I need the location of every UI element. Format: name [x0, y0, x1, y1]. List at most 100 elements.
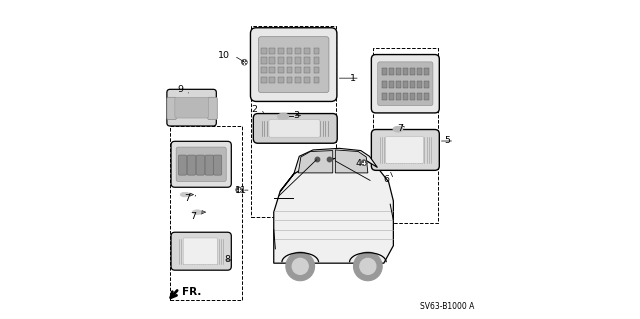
Bar [381, 93, 387, 100]
FancyBboxPatch shape [208, 97, 218, 120]
Bar [295, 48, 301, 54]
FancyBboxPatch shape [196, 155, 205, 175]
FancyBboxPatch shape [250, 28, 337, 101]
Bar [295, 67, 301, 73]
Bar [314, 77, 319, 83]
Text: SV63-B1000 A: SV63-B1000 A [420, 302, 475, 311]
Bar [304, 48, 310, 54]
Bar [396, 81, 401, 88]
Text: 9: 9 [177, 85, 184, 94]
FancyBboxPatch shape [188, 155, 196, 175]
Bar [424, 93, 429, 100]
Bar [261, 77, 267, 83]
Text: 10: 10 [218, 51, 230, 60]
Polygon shape [202, 211, 206, 214]
Bar [170, 126, 242, 300]
Bar [269, 67, 275, 73]
Bar [417, 81, 422, 88]
Circle shape [353, 252, 382, 281]
Bar [261, 48, 267, 54]
Bar [269, 77, 275, 83]
FancyBboxPatch shape [167, 97, 177, 120]
Bar [295, 57, 301, 64]
Text: 11: 11 [235, 186, 246, 195]
Bar [372, 48, 438, 223]
Bar [278, 57, 284, 64]
Bar [269, 57, 275, 64]
Bar [261, 57, 267, 64]
Text: 7: 7 [397, 124, 403, 133]
Bar [410, 81, 415, 88]
FancyBboxPatch shape [214, 155, 221, 175]
Bar [403, 68, 408, 75]
FancyBboxPatch shape [205, 155, 214, 175]
Bar [388, 93, 394, 100]
FancyBboxPatch shape [253, 114, 337, 143]
Circle shape [327, 157, 332, 162]
FancyBboxPatch shape [167, 89, 216, 126]
Bar [304, 67, 310, 73]
Circle shape [360, 258, 376, 274]
Bar [403, 81, 408, 88]
Text: 4: 4 [356, 159, 362, 168]
Bar [278, 67, 284, 73]
Bar [388, 81, 394, 88]
Bar [287, 77, 292, 83]
Bar [287, 57, 292, 64]
Bar [314, 67, 319, 73]
Ellipse shape [180, 192, 190, 197]
Bar [261, 67, 267, 73]
Bar [252, 26, 336, 217]
Polygon shape [280, 148, 378, 191]
Polygon shape [335, 150, 368, 173]
Bar [410, 68, 415, 75]
Ellipse shape [393, 126, 403, 132]
Ellipse shape [193, 210, 202, 214]
Text: 7: 7 [184, 194, 190, 203]
Circle shape [236, 187, 241, 193]
Bar [304, 57, 310, 64]
Bar [287, 48, 292, 54]
Bar [295, 77, 301, 83]
Bar [381, 81, 387, 88]
FancyBboxPatch shape [378, 62, 433, 106]
Bar [287, 67, 292, 73]
Bar [278, 77, 284, 83]
Circle shape [361, 160, 367, 166]
Bar [314, 57, 319, 64]
Bar [269, 48, 275, 54]
Circle shape [286, 252, 315, 281]
Bar [381, 68, 387, 75]
Polygon shape [298, 151, 333, 173]
FancyBboxPatch shape [176, 147, 226, 182]
FancyBboxPatch shape [371, 55, 439, 113]
Polygon shape [190, 193, 194, 196]
Bar [417, 93, 422, 100]
Text: 1: 1 [349, 74, 356, 83]
FancyBboxPatch shape [386, 137, 423, 163]
Text: 7: 7 [190, 212, 196, 221]
Text: 2: 2 [251, 105, 257, 114]
Bar [417, 68, 422, 75]
Bar [396, 68, 401, 75]
Ellipse shape [278, 113, 289, 120]
Text: 3: 3 [293, 111, 300, 120]
FancyBboxPatch shape [371, 130, 439, 170]
FancyBboxPatch shape [269, 120, 320, 137]
Bar [396, 93, 401, 100]
Circle shape [292, 258, 308, 274]
Bar [314, 48, 319, 54]
Bar [424, 81, 429, 88]
Bar [410, 93, 415, 100]
Circle shape [241, 59, 247, 65]
FancyBboxPatch shape [183, 238, 218, 264]
Bar [424, 68, 429, 75]
FancyBboxPatch shape [171, 232, 231, 270]
FancyBboxPatch shape [171, 141, 231, 187]
Polygon shape [274, 158, 394, 263]
FancyBboxPatch shape [259, 37, 329, 93]
Bar [278, 48, 284, 54]
Text: 5: 5 [444, 137, 450, 145]
FancyBboxPatch shape [179, 155, 187, 175]
Bar [403, 93, 408, 100]
